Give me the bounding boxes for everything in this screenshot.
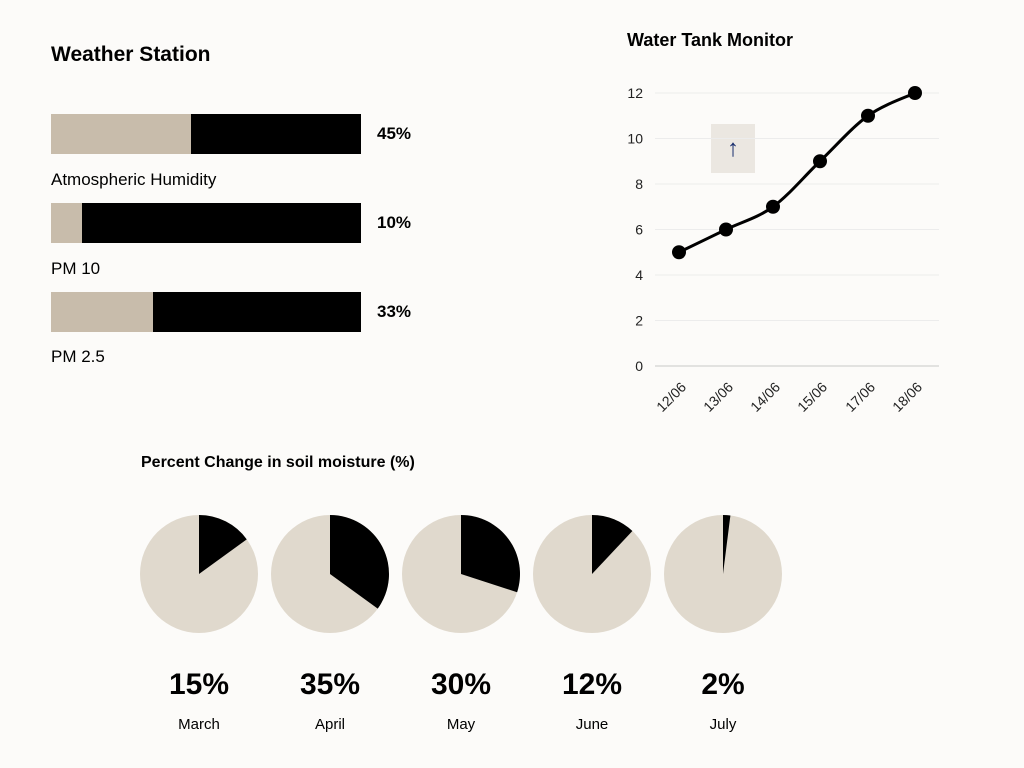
pie-background — [664, 515, 782, 633]
y-tick-label: 10 — [627, 131, 643, 147]
pie-slice — [330, 515, 390, 609]
y-tick-label: 6 — [635, 222, 643, 238]
pie-month-label: April — [314, 716, 345, 733]
x-tick-label: 14/06 — [747, 379, 783, 415]
pm10-bar — [51, 203, 361, 243]
pie-month-label: March — [178, 716, 220, 733]
pie-value: 15% — [168, 668, 230, 701]
bar-fill — [51, 203, 82, 243]
humidity-value: 45% — [377, 124, 412, 143]
data-point — [861, 108, 875, 123]
pie-month-label: May — [446, 716, 476, 733]
pie-slice — [592, 515, 633, 574]
bar-fill — [51, 292, 154, 332]
pm10-label: PM 10 — [51, 259, 101, 278]
bar-fill — [51, 114, 191, 154]
pm25-bar — [51, 292, 361, 332]
pie-slice — [461, 515, 520, 593]
pie-value: 30% — [430, 668, 492, 701]
data-point — [719, 222, 733, 237]
pie-background — [140, 515, 258, 633]
weather-station-title: Weather Station — [51, 43, 211, 66]
pie-background — [271, 515, 389, 633]
y-tick-label: 8 — [635, 176, 643, 192]
y-tick-label: 0 — [635, 358, 643, 374]
pie-value: 35% — [299, 668, 361, 701]
x-tick-label: 13/06 — [700, 379, 736, 415]
pie-background — [402, 515, 520, 633]
x-tick-label: 12/06 — [653, 379, 689, 415]
data-point — [908, 86, 922, 100]
soil-moisture-title: Percent Change in soil moisture (%) — [141, 454, 415, 471]
arrow-up-icon[interactable]: ↑ — [711, 124, 755, 173]
y-tick-label: 4 — [635, 267, 643, 283]
pie-slice — [723, 515, 731, 574]
pie-value: 2% — [701, 668, 745, 701]
pie-value: 12% — [561, 668, 623, 701]
pm25-value: 33% — [377, 302, 412, 321]
humidity-bar — [51, 114, 361, 154]
pm10-value: 10% — [377, 213, 412, 232]
pie-background — [533, 515, 651, 633]
pm25-label: PM 2.5 — [51, 347, 105, 366]
pie-month-label: June — [575, 716, 609, 733]
data-point — [766, 199, 780, 214]
pie-month-label: July — [709, 716, 737, 733]
data-point — [672, 245, 686, 260]
x-tick-label: 15/06 — [794, 379, 830, 415]
pie-slice — [199, 515, 247, 574]
data-point — [813, 154, 827, 169]
humidity-label: Atmospheric Humidity — [51, 170, 217, 189]
water-tank-title: Water Tank Monitor — [627, 30, 793, 50]
y-tick-label: 12 — [627, 85, 643, 101]
x-tick-label: 18/06 — [889, 379, 925, 415]
x-tick-label: 17/06 — [842, 379, 878, 415]
y-tick-label: 2 — [635, 313, 643, 329]
